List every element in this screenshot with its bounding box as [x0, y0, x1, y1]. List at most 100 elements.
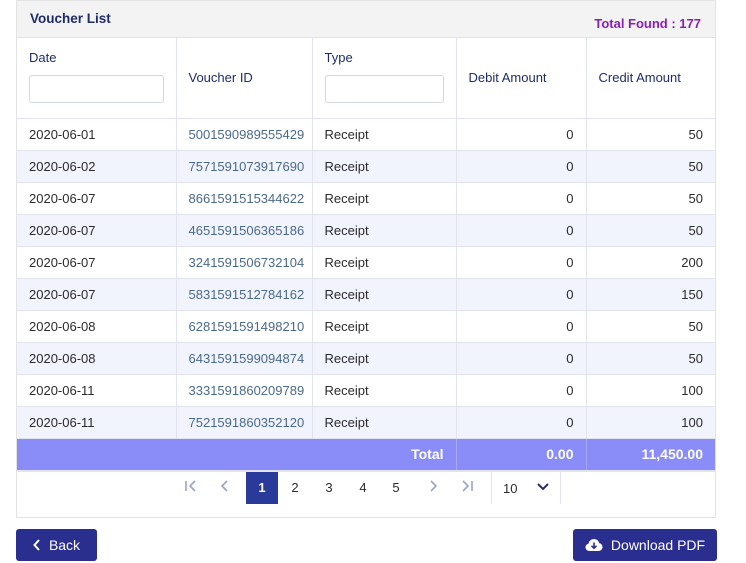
date-column-label: Date: [29, 50, 57, 66]
total-debit: 0.00: [456, 438, 587, 471]
prev-page-icon: [220, 479, 228, 492]
cell-date: 2020-06-11: [17, 406, 177, 439]
first-page-button[interactable]: [175, 472, 207, 504]
first-page-icon: [185, 479, 196, 492]
total-credit: 11,450.00: [586, 438, 715, 471]
download-pdf-label: Download PDF: [610, 537, 706, 553]
column-header-type: Type: [312, 38, 457, 119]
back-button-label: Back: [48, 537, 81, 553]
table-header-row: Date Voucher ID Type Debit Amount: [17, 38, 715, 119]
last-page-button[interactable]: [451, 472, 483, 504]
cell-credit: 150: [586, 278, 715, 311]
cloud-download-icon: [585, 539, 603, 551]
cell-type: Receipt: [312, 214, 457, 247]
cell-debit: 0: [456, 118, 587, 151]
last-page-icon: [462, 479, 473, 492]
cell-credit: 50: [586, 342, 715, 375]
table-row: 2020-06-08 6431591599094874 Receipt 0 50: [17, 342, 715, 375]
table-row: 2020-06-01 5001590989555429 Receipt 0 50: [17, 118, 715, 151]
cell-date: 2020-06-02: [17, 150, 177, 183]
cell-date: 2020-06-07: [17, 214, 177, 247]
table-row: 2020-06-11 3331591860209789 Receipt 0 10…: [17, 374, 715, 407]
cell-debit: 0: [456, 150, 587, 183]
cell-date: 2020-06-08: [17, 310, 177, 343]
page-5-button[interactable]: 5: [392, 479, 400, 495]
table-row: 2020-06-02 7571591073917690 Receipt 0 50: [17, 150, 715, 183]
chevron-left-icon: [33, 539, 40, 551]
page-size-value: 10: [503, 480, 518, 496]
cell-date: 2020-06-01: [17, 118, 177, 151]
voucher-table: Date Voucher ID Type Debit Amount: [17, 38, 715, 471]
cell-date: 2020-06-07: [17, 182, 177, 215]
cell-type: Receipt: [312, 118, 457, 151]
voucher-id-column-label: Voucher ID: [188, 70, 253, 86]
download-pdf-button[interactable]: Download PDF: [573, 529, 717, 561]
voucher-id-link[interactable]: 3331591860209789: [176, 374, 313, 407]
pagination-bar: 1 2 3 4 5 10: [17, 470, 715, 504]
back-button[interactable]: Back: [16, 529, 97, 561]
table-row: 2020-06-07 5831591512784162 Receipt 0 15…: [17, 278, 715, 311]
column-header-voucher-id: Voucher ID: [176, 38, 313, 119]
prev-page-button[interactable]: [209, 472, 241, 504]
voucher-id-link[interactable]: 6281591591498210: [176, 310, 313, 343]
page-2-button[interactable]: 2: [291, 479, 299, 495]
voucher-list-panel: Voucher List Total Found : 177 Date Vouc…: [16, 0, 716, 518]
voucher-id-link[interactable]: 5001590989555429: [176, 118, 313, 151]
cell-date: 2020-06-07: [17, 278, 177, 311]
total-row: Total 0.00 11,450.00: [17, 438, 715, 471]
cell-debit: 0: [456, 278, 587, 311]
cell-credit: 200: [586, 246, 715, 279]
cell-credit: 100: [586, 374, 715, 407]
cell-debit: 0: [456, 406, 587, 439]
table-row: 2020-06-11 7521591860352120 Receipt 0 10…: [17, 406, 715, 439]
voucher-id-link[interactable]: 7571591073917690: [176, 150, 313, 183]
table-row: 2020-06-08 6281591591498210 Receipt 0 50: [17, 310, 715, 343]
total-found-count: Total Found : 177: [594, 16, 701, 31]
next-page-button[interactable]: [417, 472, 449, 504]
cell-type: Receipt: [312, 182, 457, 215]
cell-date: 2020-06-07: [17, 246, 177, 279]
date-filter-input[interactable]: [29, 75, 164, 104]
cell-debit: 0: [456, 182, 587, 215]
cell-debit: 0: [456, 342, 587, 375]
cell-type: Receipt: [312, 310, 457, 343]
page-size-select[interactable]: 10: [491, 471, 561, 504]
credit-column-label: Credit Amount: [598, 70, 681, 86]
cell-date: 2020-06-08: [17, 342, 177, 375]
cell-credit: 50: [586, 150, 715, 183]
table-row: 2020-06-07 4651591506365186 Receipt 0 50: [17, 214, 715, 247]
type-filter-input[interactable]: [324, 75, 444, 104]
type-column-label: Type: [324, 50, 353, 66]
cell-type: Receipt: [312, 246, 457, 279]
column-header-date: Date: [17, 38, 177, 119]
chevron-down-icon: [537, 482, 549, 490]
voucher-id-link[interactable]: 4651591506365186: [176, 214, 313, 247]
cell-debit: 0: [456, 310, 587, 343]
table-row: 2020-06-07 3241591506732104 Receipt 0 20…: [17, 246, 715, 279]
cell-type: Receipt: [312, 406, 457, 439]
cell-date: 2020-06-11: [17, 374, 177, 407]
voucher-id-link[interactable]: 3241591506732104: [176, 246, 313, 279]
page-1-button[interactable]: 1: [246, 471, 278, 504]
column-header-debit: Debit Amount: [456, 38, 587, 119]
page-title: Voucher List: [30, 11, 111, 26]
cell-debit: 0: [456, 214, 587, 247]
panel-header: Voucher List Total Found : 177: [17, 1, 715, 38]
cell-type: Receipt: [312, 150, 457, 183]
cell-credit: 50: [586, 118, 715, 151]
cell-credit: 50: [586, 214, 715, 247]
column-header-credit: Credit Amount: [586, 38, 715, 119]
voucher-id-link[interactable]: 5831591512784162: [176, 278, 313, 311]
voucher-id-link[interactable]: 7521591860352120: [176, 406, 313, 439]
next-page-icon: [430, 479, 438, 492]
cell-credit: 100: [586, 406, 715, 439]
page-4-button[interactable]: 4: [359, 479, 367, 495]
cell-type: Receipt: [312, 374, 457, 407]
cell-type: Receipt: [312, 278, 457, 311]
cell-type: Receipt: [312, 342, 457, 375]
voucher-id-link[interactable]: 6431591599094874: [176, 342, 313, 375]
cell-debit: 0: [456, 246, 587, 279]
cell-debit: 0: [456, 374, 587, 407]
page-3-button[interactable]: 3: [325, 479, 333, 495]
voucher-id-link[interactable]: 8661591515344622: [176, 182, 313, 215]
